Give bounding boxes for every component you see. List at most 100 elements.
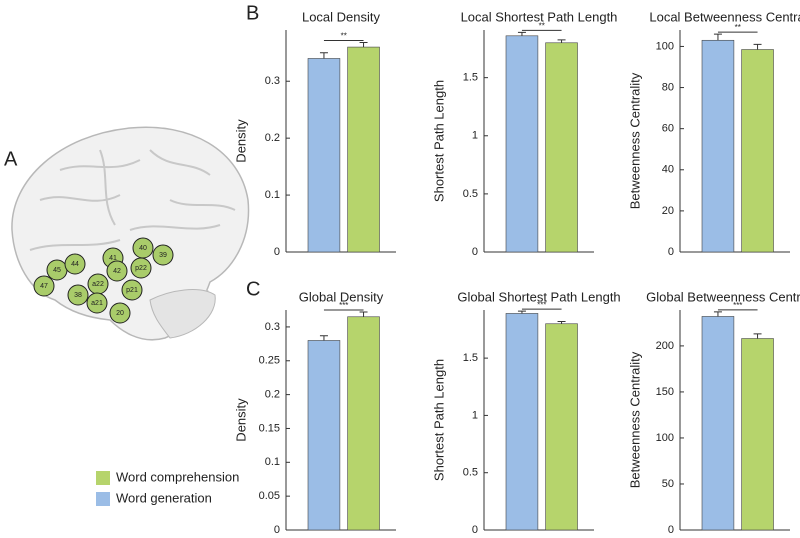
- region-marker: [86, 292, 108, 314]
- y-tick-label: 1: [472, 130, 478, 142]
- region-label: 20: [116, 310, 124, 317]
- bar: [701, 39, 735, 253]
- y-tick-label: 0.2: [265, 389, 280, 401]
- y-tick-label: 1.5: [463, 352, 478, 364]
- brain-folds: [29, 149, 236, 306]
- y-tick-label: 0.15: [259, 422, 280, 434]
- cerebellum: [149, 289, 216, 339]
- region-label: 47: [40, 283, 48, 290]
- bar: [307, 340, 341, 531]
- y-tick-label: 0: [668, 524, 674, 536]
- region-marker: [109, 302, 131, 324]
- significance-label: **: [735, 23, 741, 32]
- legend-swatch: [96, 492, 110, 506]
- y-tick-label: 0.5: [463, 467, 478, 479]
- region-marker: [130, 257, 152, 279]
- bar: [505, 35, 539, 253]
- chart-title: Local Shortest Path Length: [461, 9, 618, 24]
- y-tick-label: 0.05: [259, 490, 280, 502]
- y-tick-label: 80: [662, 81, 674, 93]
- y-tick-label: 0.5: [463, 188, 478, 200]
- y-tick-label: 1: [472, 409, 478, 421]
- y-tick-label: 0.1: [265, 189, 280, 201]
- bar: [505, 313, 539, 531]
- error-bar: [713, 33, 722, 41]
- legend-label: Word comprehension: [116, 469, 239, 484]
- y-tick-label: 0.1: [265, 456, 280, 468]
- bar: [545, 42, 578, 253]
- error-bar: [517, 310, 526, 314]
- region-marker: [121, 279, 143, 301]
- error-bar: [557, 39, 566, 43]
- brain: [11, 126, 250, 341]
- bar: [741, 49, 774, 253]
- y-tick-label: 150: [656, 386, 674, 398]
- region-label: 44: [71, 261, 79, 268]
- region-label: 40: [139, 245, 147, 252]
- region-marker: [64, 253, 86, 275]
- y-axis-label: Betweenness Centrality: [627, 351, 642, 488]
- y-tick-label: 20: [662, 205, 674, 217]
- significance-label: **: [539, 21, 545, 30]
- panel-label: A: [4, 148, 18, 170]
- region-label: p21: [126, 287, 138, 294]
- error-bar: [319, 335, 328, 341]
- y-tick-label: 0.3: [265, 321, 280, 333]
- y-axis-label: Density: [233, 398, 248, 442]
- y-axis-label: Shortest Path Length: [431, 359, 446, 481]
- y-tick-label: 100: [656, 40, 674, 52]
- error-bar: [753, 333, 762, 339]
- y-tick-label: 200: [656, 340, 674, 352]
- error-bar: [359, 42, 368, 48]
- region-label: 38: [74, 292, 82, 299]
- y-tick-label: 0: [668, 246, 674, 258]
- error-bar: [359, 311, 368, 317]
- bar: [701, 316, 735, 531]
- y-tick-label: 0.25: [259, 355, 280, 367]
- y-tick-label: 40: [662, 164, 674, 176]
- region-label: 45: [53, 267, 61, 274]
- legend: Word comprehension Word generation: [96, 469, 239, 506]
- panel-label: B: [246, 2, 259, 24]
- legend-swatch: [96, 471, 110, 485]
- y-tick-label: 0: [274, 524, 280, 536]
- bar: [347, 46, 380, 253]
- error-bar: [713, 311, 722, 317]
- y-tick-label: 1.5: [463, 72, 478, 84]
- significance-label: ***: [339, 301, 348, 310]
- region-marker: [152, 244, 174, 266]
- error-bar: [517, 31, 526, 36]
- chart-title: Global Betweenness Centrality: [646, 289, 800, 304]
- y-tick-label: 60: [662, 123, 674, 135]
- y-tick-label: 0.3: [265, 75, 280, 87]
- y-tick-label: 0: [472, 524, 478, 536]
- region-label: 39: [159, 252, 167, 259]
- significance-label: ***: [537, 300, 546, 309]
- y-axis-label: Betweenness Centrality: [627, 72, 642, 209]
- chart-title: Local Betweenness Centrality: [649, 9, 800, 24]
- error-bar: [753, 43, 762, 50]
- error-bar: [557, 320, 566, 324]
- region-marker: [106, 260, 128, 282]
- region-marker: [67, 284, 89, 306]
- region-label: p22: [135, 265, 147, 272]
- region-label: a21: [91, 300, 103, 307]
- region-label: 42: [113, 268, 121, 275]
- legend-label: Word generation: [116, 490, 212, 505]
- chart-title: Global Shortest Path Length: [457, 289, 620, 304]
- y-axis-label: Shortest Path Length: [431, 80, 446, 202]
- bar: [545, 323, 578, 531]
- bar: [741, 338, 774, 531]
- chart-title: Global Density: [299, 289, 384, 304]
- y-tick-label: 100: [656, 432, 674, 444]
- y-tick-label: 0: [472, 246, 478, 258]
- y-tick-label: 0.2: [265, 132, 280, 144]
- y-tick-label: 50: [662, 478, 674, 490]
- error-bar: [319, 52, 328, 59]
- region-label: 41: [109, 255, 117, 262]
- bar: [347, 316, 380, 531]
- panel-label: C: [246, 278, 260, 300]
- significance-label: ***: [733, 301, 742, 310]
- region-label: a22: [92, 281, 104, 288]
- chart-title: Local Density: [302, 9, 381, 24]
